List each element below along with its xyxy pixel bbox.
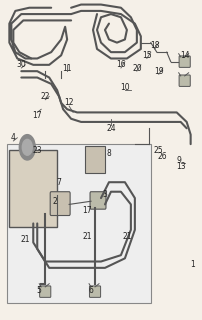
FancyBboxPatch shape (9, 150, 57, 227)
Text: 3: 3 (103, 190, 107, 199)
Text: 19: 19 (154, 67, 164, 76)
FancyBboxPatch shape (179, 56, 190, 68)
Text: 21: 21 (82, 232, 92, 241)
Text: 17: 17 (82, 206, 92, 215)
Text: 25: 25 (154, 146, 164, 155)
Text: 21: 21 (21, 235, 30, 244)
Text: 8: 8 (107, 149, 111, 158)
FancyBboxPatch shape (40, 286, 51, 297)
FancyBboxPatch shape (85, 146, 105, 173)
Text: 10: 10 (120, 83, 130, 92)
Text: 7: 7 (57, 178, 62, 187)
Text: 9: 9 (176, 156, 181, 164)
Text: 22: 22 (40, 92, 50, 101)
Text: 13: 13 (176, 162, 185, 171)
FancyBboxPatch shape (179, 75, 190, 86)
Text: 11: 11 (62, 63, 72, 73)
Text: 23: 23 (33, 146, 42, 155)
FancyBboxPatch shape (50, 192, 70, 215)
FancyBboxPatch shape (89, 286, 101, 297)
Text: 2: 2 (53, 197, 58, 206)
Text: 26: 26 (158, 152, 168, 161)
Circle shape (22, 140, 32, 155)
Text: 21: 21 (122, 232, 132, 241)
Text: 6: 6 (89, 285, 94, 295)
Circle shape (19, 135, 35, 160)
Text: 12: 12 (64, 99, 74, 108)
Text: 16: 16 (116, 60, 126, 69)
Text: 5: 5 (37, 285, 42, 295)
Text: 30: 30 (16, 60, 26, 69)
Text: 15: 15 (142, 51, 152, 60)
FancyBboxPatch shape (90, 192, 106, 209)
Text: 18: 18 (150, 41, 160, 50)
Text: 24: 24 (106, 124, 116, 133)
FancyBboxPatch shape (7, 144, 151, 303)
Text: 4: 4 (11, 133, 16, 142)
Text: 20: 20 (132, 63, 142, 73)
Text: 1: 1 (190, 260, 195, 269)
Text: 14: 14 (180, 51, 189, 60)
Text: 17: 17 (33, 111, 42, 120)
